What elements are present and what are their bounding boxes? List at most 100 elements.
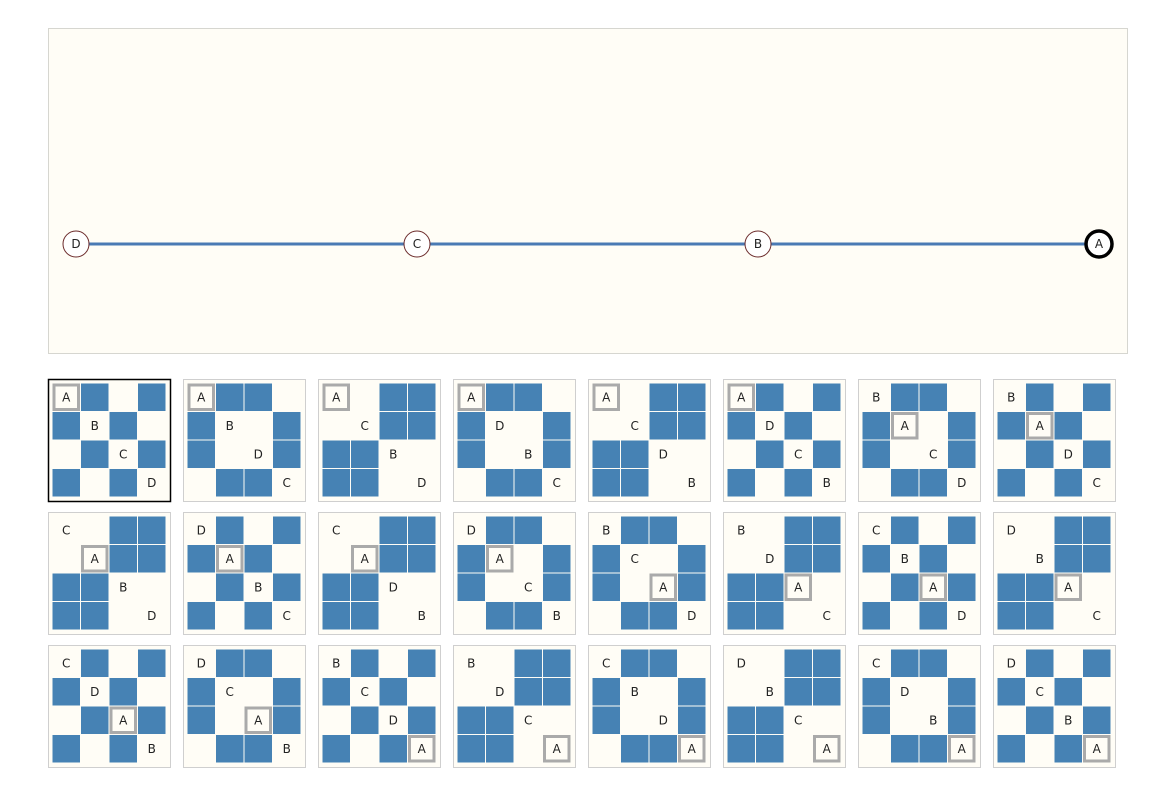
filled-cell [273,412,301,440]
cell-label: D [1007,523,1016,537]
cell-label: B [1064,713,1072,727]
filled-cell [216,383,244,411]
filled-cell [1026,649,1054,677]
cell-label: D [417,476,426,490]
filled-cell [784,649,812,677]
filled-cell [727,469,755,497]
filled-cell [919,469,947,497]
filled-cell [109,412,137,440]
node-label: A [1095,237,1104,251]
highlight-box [543,735,571,763]
filled-cell [81,602,109,630]
filled-cell [138,516,166,544]
cell-label: A [794,580,803,594]
filled-cell [678,545,706,573]
highlight-box [784,573,812,601]
cell-label: C [524,580,532,594]
filled-cell [322,678,350,706]
cell-label: B [467,656,475,670]
filled-cell [486,469,514,497]
filled-cell [862,412,890,440]
cell-label: B [688,476,696,490]
filled-cell [948,706,976,734]
filled-cell [862,678,890,706]
highlight-box [244,706,272,734]
cell-label: A [737,390,746,404]
filled-cell [919,545,947,573]
filled-cell [543,412,571,440]
cell-label: C [62,656,70,670]
filled-cell [784,545,812,573]
filled-cell [891,735,919,763]
filled-cell [351,440,379,468]
filled-cell [1083,383,1111,411]
filled-cell [649,412,677,440]
filled-cell [81,573,109,601]
filled-cell [891,516,919,544]
highlight-box [813,735,841,763]
filled-cell [408,545,436,573]
filled-cell [862,440,890,468]
cell-label: B [766,685,774,699]
filled-cell [621,649,649,677]
cell-label: B [631,685,639,699]
cell-label: A [901,419,910,433]
filled-cell [52,602,80,630]
filled-cell [1083,440,1111,468]
filled-cell [273,706,301,734]
filled-cell [1026,573,1054,601]
filled-cell [408,412,436,440]
filled-cell [408,383,436,411]
filled-cell [408,706,436,734]
filled-cell [187,545,215,573]
cell-label: B [148,742,156,756]
cell-label: C [524,713,532,727]
filled-cell [756,735,784,763]
cell-label: D [687,609,696,623]
filled-cell [322,602,350,630]
filled-cell [1026,602,1054,630]
filled-cell [514,602,542,630]
filled-cell [1026,706,1054,734]
filled-cell [244,545,272,573]
filled-cell [379,516,407,544]
filled-cell [784,678,812,706]
filled-cell [486,383,514,411]
filled-cell [457,412,485,440]
filled-cell [784,469,812,497]
cell-label: C [631,552,639,566]
filled-cell [891,383,919,411]
cell-label: A [958,742,967,756]
filled-cell [109,469,137,497]
filled-cell [457,706,485,734]
cell-label: B [737,523,745,537]
filled-cell [649,735,677,763]
cell-label: C [631,419,639,433]
filled-cell [1026,440,1054,468]
cell-label: A [361,552,370,566]
filled-cell [52,678,80,706]
node[interactable] [403,230,431,258]
filled-cell [1083,516,1111,544]
cell-label: B [524,447,532,461]
filled-cell [273,516,301,544]
node[interactable] [62,230,90,258]
filled-cell [813,440,841,468]
filled-cell [187,706,215,734]
cell-label: C [62,523,70,537]
filled-cell [919,602,947,630]
node[interactable] [1084,229,1114,259]
cell-label: D [957,476,966,490]
filled-cell [273,573,301,601]
cell-label: C [794,447,802,461]
cell-label: B [872,390,880,404]
filled-cell [1054,735,1082,763]
filled-cell [138,706,166,734]
node[interactable] [744,230,772,258]
filled-cell [486,735,514,763]
filled-cell [379,412,407,440]
filled-cell [187,678,215,706]
filled-cell [756,602,784,630]
filled-cell [244,469,272,497]
